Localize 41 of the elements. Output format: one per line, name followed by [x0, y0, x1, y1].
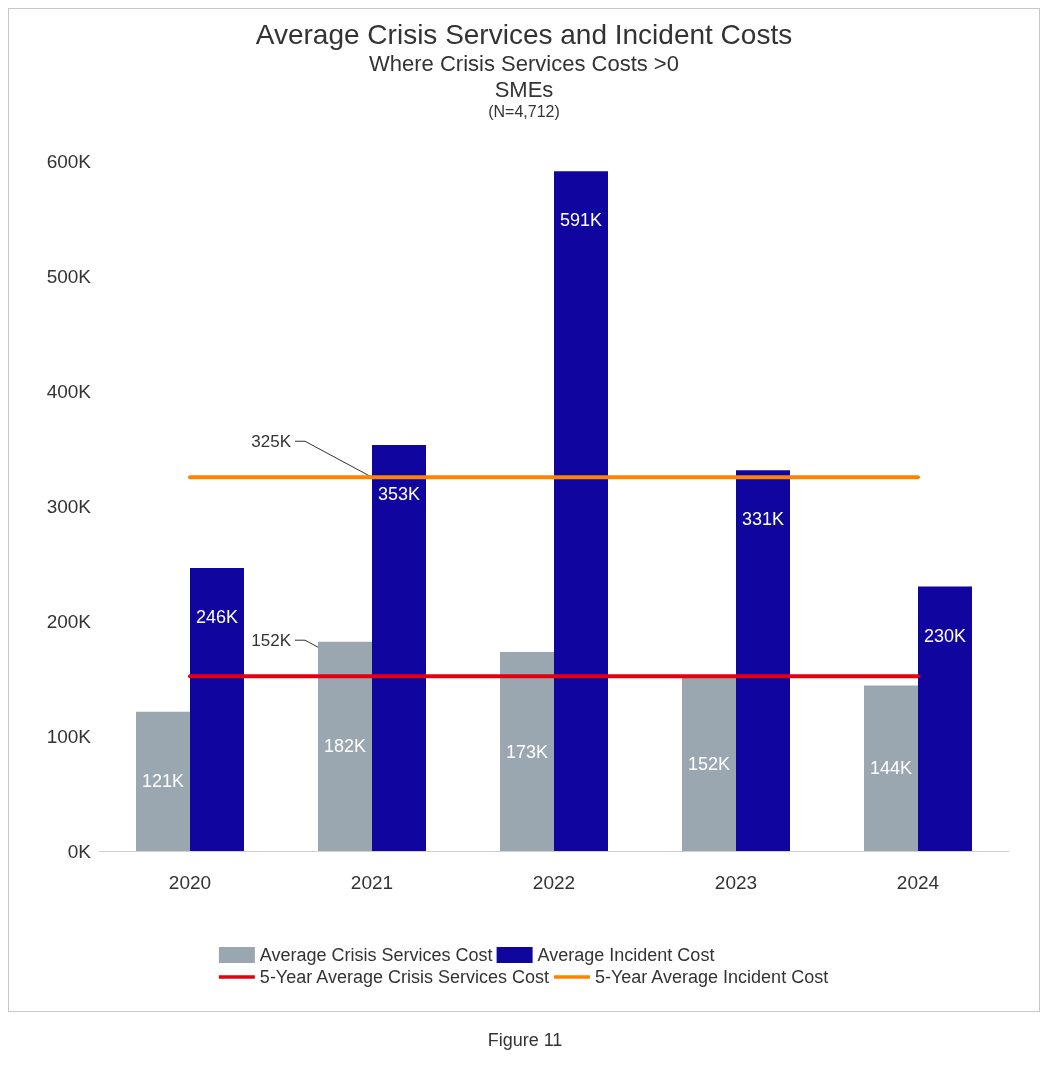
y-tick-label: 500K [46, 265, 92, 287]
y-tick-label: 200K [46, 610, 92, 632]
data-label: 121K [141, 771, 185, 792]
y-tick-label: 300K [46, 495, 92, 517]
bar [682, 676, 736, 851]
legend-label: Average Incident Cost [537, 945, 715, 965]
bar [554, 171, 608, 851]
x-tick-label: 2024 [896, 872, 940, 893]
data-label: 152K [687, 753, 731, 774]
y-tick-label: 400K [46, 380, 92, 402]
x-tick-label: 2021 [350, 872, 394, 893]
y-tick-label: 100K [46, 725, 92, 747]
x-tick-label: 2020 [168, 872, 212, 893]
bar [736, 470, 790, 851]
data-label: 353K [377, 484, 421, 505]
data-label: 331K [741, 509, 785, 530]
caption: Figure 11 [486, 1030, 564, 1051]
y-tick-label: 600K [46, 150, 92, 172]
x-tick-label: 2022 [532, 872, 576, 893]
data-label: 230K [923, 625, 967, 646]
data-label: 246K [195, 607, 239, 628]
data-label: 182K [323, 736, 367, 757]
legend-label: 5-Year Average Incident Cost [594, 967, 829, 987]
bar [918, 586, 972, 851]
bar [864, 685, 918, 851]
data-label: 144K [869, 758, 913, 779]
legend-label: 5-Year Average Crisis Services Cost [259, 967, 549, 987]
bar [500, 652, 554, 851]
bar [372, 445, 426, 851]
annotation: 325K [251, 431, 292, 451]
bar [318, 641, 372, 851]
y-tick-label: 0K [67, 840, 92, 862]
bar [190, 568, 244, 851]
data-label: 591K [559, 210, 603, 231]
bar [136, 711, 190, 851]
legend-label: Average Crisis Services Cost [259, 945, 493, 965]
annotation: 152K [251, 630, 292, 650]
chart-subtitle: Where Crisis Services Costs >0 SMEs (N=4,712) [368, 51, 680, 121]
x-tick-label: 2023 [714, 872, 758, 893]
data-label: 173K [505, 741, 549, 762]
chart-title: Average Crisis Services and Incident Costs [254, 19, 794, 51]
